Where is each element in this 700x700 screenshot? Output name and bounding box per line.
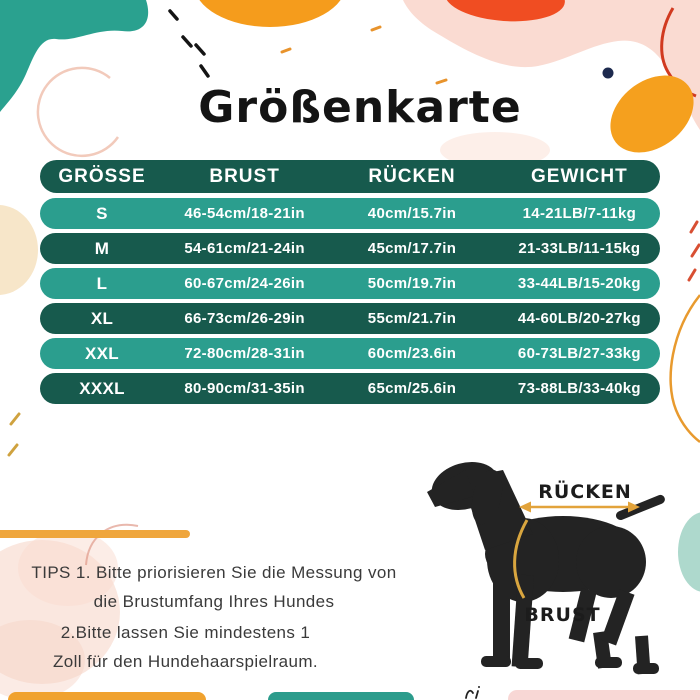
cell-ruecken: 40cm/15.7in bbox=[367, 205, 457, 222]
table-row-m: M 54-61cm/21-24in 45cm/17.7in 21-33LB/11… bbox=[40, 233, 660, 264]
cell-ruecken: 65cm/25.6in bbox=[367, 380, 457, 397]
tips-line-2: die Brustumfang Ihres Hundes bbox=[93, 592, 335, 611]
cell-size: S bbox=[96, 203, 108, 223]
pink-blob-icon bbox=[403, 0, 700, 130]
black-dashes-icon bbox=[168, 9, 210, 78]
bottom-bars-icon bbox=[8, 690, 700, 700]
teal-blob-icon bbox=[0, 0, 149, 112]
cell-gewicht: 21-33LB/11-15kg bbox=[518, 240, 641, 257]
cell-brust: 46-54cm/18-21in bbox=[184, 205, 305, 222]
cell-ruecken: 55cm/21.7in bbox=[367, 310, 457, 327]
table-row-s: S 46-54cm/18-21in 40cm/15.7in 14-21LB/7-… bbox=[40, 198, 660, 229]
tips-line-1: TIPS 1. Bitte priorisieren Sie die Messu… bbox=[31, 563, 397, 582]
cell-size: XXL bbox=[85, 343, 119, 363]
cell-size: M bbox=[94, 238, 110, 258]
red-blob-icon bbox=[445, 0, 565, 22]
chest-measure-label: BRUST bbox=[524, 604, 601, 626]
cell-size: XL bbox=[90, 308, 114, 328]
cell-size: XXXL bbox=[79, 378, 125, 398]
cell-ruecken: 45cm/17.7in bbox=[367, 240, 457, 257]
table-row-xl: XL 66-73cm/26-29in 55cm/21.7in 44-60LB/2… bbox=[40, 303, 660, 334]
orange-blob-right-icon bbox=[610, 75, 694, 153]
tips-line-3: 2.Bitte lassen Sie mindestens 1 bbox=[60, 623, 311, 642]
tips-paragraph-2: 2.Bitte lassen Sie mindestens 1 Zoll für… bbox=[18, 618, 353, 676]
back-measure-label: RÜCKEN bbox=[538, 481, 632, 503]
cell-gewicht: 14-21LB/7-11kg bbox=[522, 205, 637, 222]
dog-silhouette-icon bbox=[427, 461, 665, 675]
orange-curve-icon bbox=[669, 294, 700, 443]
signature-mark-icon bbox=[465, 686, 480, 699]
table-row-l: L 60-67cm/24-26in 50cm/19.7in 33-44LB/15… bbox=[40, 268, 660, 299]
cream-blob-icon bbox=[0, 205, 38, 295]
header-gewicht: GEWICHT bbox=[531, 165, 628, 187]
gold-dashes-icon bbox=[7, 412, 21, 457]
cell-ruecken: 50cm/19.7in bbox=[367, 275, 457, 292]
yellow-bar-icon bbox=[0, 530, 190, 538]
cell-gewicht: 60-73LB/27-33kg bbox=[517, 345, 641, 362]
size-table: GRÖSSE BRUST RÜCKEN GEWICHT S 46-54cm/18… bbox=[40, 160, 660, 408]
header-groesse: GRÖSSE bbox=[58, 165, 146, 187]
cell-brust: 66-73cm/26-29in bbox=[184, 310, 305, 327]
navy-dot-icon bbox=[602, 67, 614, 79]
girth-line-icon bbox=[513, 519, 529, 599]
mint-blob-icon bbox=[678, 512, 700, 592]
dog-measurement-diagram bbox=[423, 450, 685, 684]
cell-size: L bbox=[96, 273, 108, 293]
table-header-row: GRÖSSE BRUST RÜCKEN GEWICHT bbox=[40, 160, 660, 193]
red-dashes-icon bbox=[687, 220, 700, 282]
soft-pink-blobs-icon bbox=[0, 132, 550, 700]
cell-brust: 80-90cm/31-35in bbox=[184, 380, 305, 397]
pink-swirl-icon bbox=[36, 66, 120, 158]
orange-dashes-icon bbox=[280, 25, 448, 85]
page-title: Größenkarte bbox=[198, 82, 522, 133]
table-row-xxl: XXL 72-80cm/28-31in 60cm/23.6in 60-73LB/… bbox=[40, 338, 660, 369]
orange-blob-icon bbox=[199, 0, 341, 27]
cell-brust: 54-61cm/21-24in bbox=[184, 240, 305, 257]
cell-gewicht: 73-88LB/33-40kg bbox=[517, 380, 641, 397]
cell-brust: 60-67cm/24-26in bbox=[184, 275, 305, 292]
cell-ruecken: 60cm/23.6in bbox=[367, 345, 457, 362]
tips-line-4: Zoll für den Hundehaarspielraum. bbox=[52, 652, 319, 671]
cell-gewicht: 33-44LB/15-20kg bbox=[517, 275, 641, 292]
back-arrow-icon bbox=[519, 501, 640, 513]
tips-paragraph-1: TIPS 1. Bitte priorisieren Sie die Messu… bbox=[18, 558, 410, 616]
header-brust: BRUST bbox=[209, 165, 280, 187]
table-row-xxxl: XXXL 80-90cm/31-35in 65cm/25.6in 73-88LB… bbox=[40, 373, 660, 404]
cell-brust: 72-80cm/28-31in bbox=[184, 345, 305, 362]
cell-gewicht: 44-60LB/20-27kg bbox=[517, 310, 641, 327]
header-ruecken: RÜCKEN bbox=[368, 165, 456, 187]
